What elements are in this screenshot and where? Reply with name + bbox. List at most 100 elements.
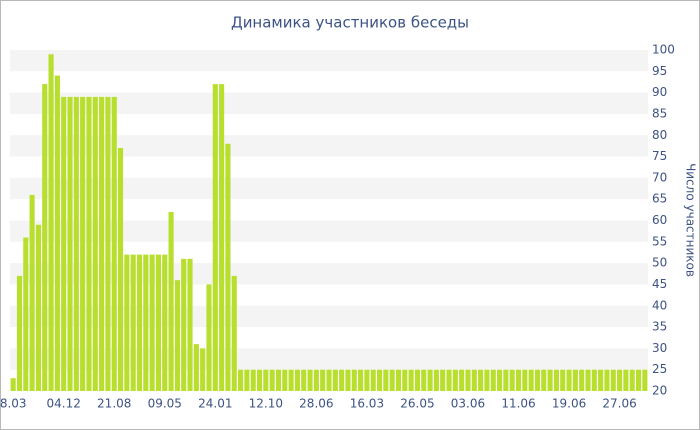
bar bbox=[364, 369, 370, 391]
y-tick-label: 30 bbox=[652, 341, 667, 355]
bar bbox=[446, 369, 452, 391]
bar bbox=[452, 369, 458, 391]
bar bbox=[427, 369, 433, 391]
grid-band bbox=[10, 92, 648, 114]
bar bbox=[320, 369, 326, 391]
bar bbox=[162, 254, 168, 391]
bar bbox=[383, 369, 389, 391]
y-tick-label: 55 bbox=[652, 234, 667, 248]
bar bbox=[29, 194, 35, 391]
bar bbox=[610, 369, 616, 391]
bar bbox=[282, 369, 288, 391]
y-tick-label: 40 bbox=[652, 298, 667, 312]
bar bbox=[244, 369, 250, 391]
y-tick-label: 25 bbox=[652, 362, 667, 376]
x-tick-label: 12.10 bbox=[249, 397, 283, 411]
grid-band bbox=[10, 177, 648, 200]
bar bbox=[414, 369, 420, 391]
x-tick-label: 21.08 bbox=[97, 397, 131, 411]
bar bbox=[591, 369, 597, 391]
bar bbox=[572, 369, 578, 391]
y-tick-label: 85 bbox=[652, 106, 667, 120]
bar bbox=[459, 369, 465, 391]
bar bbox=[528, 369, 534, 391]
x-tick-label: 11.06 bbox=[501, 397, 535, 411]
bar bbox=[263, 369, 269, 391]
y-tick-label: 50 bbox=[652, 256, 667, 270]
bar bbox=[206, 284, 212, 391]
bar bbox=[465, 369, 471, 391]
bar bbox=[496, 369, 503, 391]
bar bbox=[585, 369, 591, 391]
grid-band bbox=[10, 135, 648, 157]
bar bbox=[149, 254, 155, 391]
bar bbox=[124, 254, 130, 391]
bar bbox=[604, 369, 610, 391]
bar bbox=[256, 369, 263, 391]
bar bbox=[181, 258, 187, 391]
bar bbox=[42, 84, 48, 391]
y-tick-label: 60 bbox=[652, 213, 667, 227]
bar bbox=[332, 369, 338, 391]
bar bbox=[35, 224, 41, 391]
bar bbox=[130, 254, 136, 391]
bar bbox=[503, 369, 509, 391]
x-tick-label: 24.01 bbox=[198, 397, 232, 411]
bar bbox=[136, 254, 143, 391]
bar bbox=[515, 369, 522, 391]
bar bbox=[86, 96, 92, 391]
bar bbox=[193, 344, 199, 391]
x-tick-label: 28.06 bbox=[299, 397, 333, 411]
x-tick-label: 8.03 bbox=[0, 397, 27, 411]
bar bbox=[117, 148, 124, 391]
bar bbox=[269, 369, 275, 391]
bar bbox=[440, 369, 446, 391]
bar bbox=[16, 275, 23, 391]
bar bbox=[326, 369, 332, 391]
y-tick-label: 35 bbox=[652, 320, 667, 334]
x-tick-label: 27.06 bbox=[602, 397, 636, 411]
y-tick-label: 75 bbox=[652, 149, 667, 163]
bar bbox=[598, 369, 604, 391]
y-tick-label: 70 bbox=[652, 170, 667, 184]
bar bbox=[187, 258, 193, 391]
bar bbox=[370, 369, 376, 391]
bar bbox=[509, 369, 515, 391]
bar bbox=[629, 369, 635, 391]
bar bbox=[389, 369, 395, 391]
bar bbox=[313, 369, 319, 391]
bar bbox=[231, 275, 237, 391]
bar bbox=[402, 369, 408, 391]
bar bbox=[490, 369, 496, 391]
y-tick-label: 90 bbox=[652, 85, 667, 99]
chart-title: Динамика участников беседы bbox=[231, 14, 469, 32]
y-tick-label: 95 bbox=[652, 64, 667, 78]
bar bbox=[174, 280, 180, 391]
bar bbox=[522, 369, 528, 391]
bar bbox=[67, 96, 73, 391]
bar bbox=[23, 237, 29, 391]
bar bbox=[547, 369, 553, 391]
y-tick-label: 80 bbox=[652, 128, 667, 142]
bar bbox=[143, 254, 149, 391]
bar bbox=[642, 369, 648, 391]
bar bbox=[376, 369, 383, 391]
bar bbox=[10, 378, 16, 391]
x-tick-label: 16.03 bbox=[350, 397, 384, 411]
y-tick-label: 45 bbox=[652, 277, 667, 291]
bar bbox=[219, 84, 225, 391]
bar bbox=[301, 369, 307, 391]
bar bbox=[238, 369, 244, 391]
bar bbox=[294, 369, 300, 391]
bar bbox=[73, 96, 79, 391]
bar bbox=[168, 211, 174, 391]
bar bbox=[339, 369, 345, 391]
bar bbox=[288, 369, 294, 391]
y-tick-label: 100 bbox=[652, 43, 675, 57]
x-tick-label: 26.05 bbox=[400, 397, 434, 411]
bar bbox=[307, 369, 313, 391]
bar bbox=[200, 348, 206, 391]
bar bbox=[54, 75, 60, 391]
bar bbox=[61, 96, 67, 391]
